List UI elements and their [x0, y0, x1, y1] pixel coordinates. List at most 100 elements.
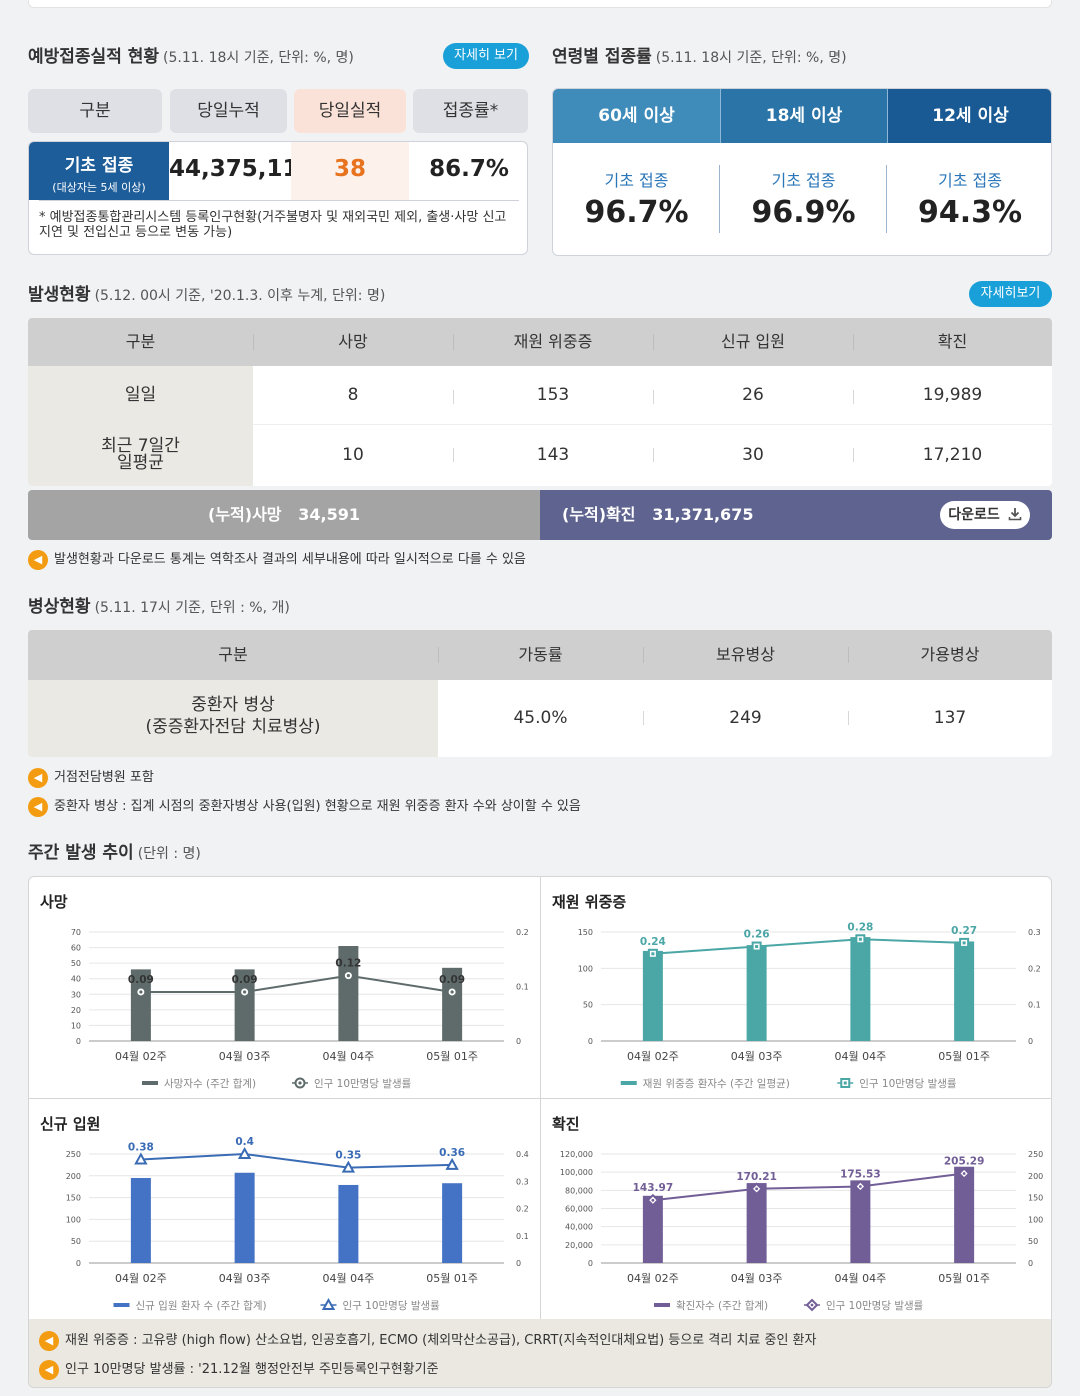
occurrence-header-death: 사망: [338, 332, 368, 351]
age-header-60: 60세 이상: [553, 89, 720, 143]
age-divider: [886, 165, 887, 233]
chart-data-label: 0.24: [640, 936, 666, 948]
chart-data-label: 0.09: [128, 974, 154, 986]
weekly-note-2: ◀ 인구 10만명당 발생률 : '21.12월 행정안전부 주민등록인구현황기준: [39, 1358, 439, 1380]
chart-death: 0 10 20 30 40 50 60 70 0 0.1 0.2 04월 02주 04월 03주 04월 …: [71, 928, 529, 1090]
chart-x-tick-label: 05월 01주: [938, 1272, 990, 1285]
age-rate-box: 60세 이상 18세 이상 12세 이상 기초 접종 96.7% 기초 접종 9…: [552, 88, 1052, 256]
legend-bar-swatch: [620, 1081, 637, 1085]
vaccination-header-cumulative: 당일누적: [170, 89, 287, 133]
beds-operation-rate: 45.0%: [513, 708, 568, 728]
header-divider: [853, 334, 854, 350]
beds-available: 137: [933, 708, 967, 728]
chart-bar: [746, 945, 767, 1041]
chart-y2-tick-label: 0.3: [1028, 928, 1041, 937]
chart-point: [321, 1297, 336, 1310]
chart-y2-tick-label: 0.2: [516, 928, 529, 937]
chart-y-tick-label: 100,000: [560, 1168, 593, 1177]
cell-divider: [848, 711, 849, 725]
occurrence-row-label-daily: 일일: [124, 385, 157, 405]
chart-y-tick-label: 40: [71, 975, 81, 984]
vaccination-header-rate: 접종률*: [413, 89, 528, 133]
chart-y2-tick-label: 0.2: [1028, 964, 1041, 973]
chart-panel-critical: 재원 위중증 0 50 100 150 0 0.1 0.2 0.3 04월 02주 04월 03주…: [541, 877, 1051, 1097]
chart-y-tick-label: 120,000: [560, 1150, 593, 1159]
beds-table: 구분 가동률 보유병상 가용병상 중환자 병상 (중증환자전담 치료병상) 45…: [28, 630, 1052, 757]
header-divider: [438, 647, 439, 663]
beds-header-operation-rate: 가동률: [518, 645, 563, 664]
chart-x-tick-label: 04월 03주: [731, 1050, 783, 1063]
chart-y-tick-label: 100: [578, 964, 593, 973]
legend-line-label: 인구 10만명당 발생률: [314, 1078, 412, 1090]
chart-y-tick-label: 150: [66, 1194, 81, 1203]
beds-note-1: ◀ 거점전담병원 포함: [28, 766, 154, 788]
age-header-18: 18세 이상: [720, 89, 887, 143]
download-icon: [1008, 508, 1022, 521]
daily-critical: 153: [536, 385, 570, 405]
weekly-title: 주간 발생 추이 (단위 : 명): [28, 838, 201, 863]
vaccination-detail-button[interactable]: 자세히 보기: [443, 43, 529, 69]
legend-bar-label: 신규 입원 환자 수 (주간 합계): [136, 1299, 267, 1312]
chart-y2-tick-label: 0: [1028, 1037, 1033, 1046]
occurrence-title: 발생현황 (5.12. 00시 기준, '20.1.3. 이후 누계, 단위: 명…: [28, 280, 385, 305]
chart-point-dot: [243, 990, 247, 994]
chart-y-tick-label: 50: [583, 1001, 593, 1010]
occurrence-table-header: 구분 사망 재원 위중증 신규 입원 확진: [28, 318, 1052, 366]
header-divider: [453, 334, 454, 350]
chart-bar: [746, 1183, 767, 1263]
vaccination-cumulative: 44,375,119: [169, 156, 315, 182]
chart-data-label: 0.26: [744, 929, 770, 941]
header-divider: [653, 334, 654, 350]
vaccination-note: * 예방접종통합관리시스템 등록인구현황(거주불명자 및 재외국민 제외, 출생…: [39, 210, 507, 240]
occurrence-subtitle: (5.12. 00시 기준, '20.1.3. 이후 누계, 단위: 명): [94, 288, 386, 304]
chart-y2-tick-label: 0.1: [1028, 1001, 1041, 1010]
chart-bar: [850, 1180, 871, 1263]
chart-y2-tick-label: 150: [1028, 1194, 1043, 1203]
vaccination-header-category: 구분: [28, 89, 162, 133]
chart-data-label: 175.53: [840, 1168, 881, 1180]
daily-death: 8: [347, 385, 359, 405]
chart-point-dot: [858, 1185, 862, 1188]
download-button[interactable]: 다운로드: [940, 501, 1030, 529]
header-divider: [848, 647, 849, 663]
occurrence-table: 구분 사망 재원 위중증 신규 입원 확진 일일 최근 7일간 일평균 8 15…: [28, 318, 1052, 486]
weekly-note-2-text: 인구 10만명당 발생률 : '21.12월 행정안전부 주민등록인구현황기준: [65, 1362, 439, 1377]
legend-bar-swatch: [654, 1303, 670, 1307]
age-rate-title-text: 연령별 접종률: [552, 47, 652, 67]
chart-point-dot: [298, 1081, 302, 1085]
row-divider: [253, 424, 1052, 425]
chart-point-dot: [139, 990, 143, 994]
weekly-title-text: 주간 발생 추이: [28, 843, 134, 863]
weekly-avg-death: 10: [342, 445, 364, 465]
chart-data-label: 0.09: [232, 974, 258, 986]
download-label: 다운로드: [948, 507, 1000, 523]
top-strip: [28, 0, 1052, 8]
beds-title-text: 병상현황: [28, 597, 91, 617]
chart-y-tick-label: 40,000: [565, 1223, 593, 1232]
vaccination-divider: [39, 200, 519, 201]
occurrence-header-critical: 재원 위중증: [513, 332, 593, 351]
occurrence-detail-button[interactable]: 자세히보기: [969, 281, 1052, 307]
chart-point-dot: [843, 1081, 847, 1085]
chart-y-tick-label: 0: [76, 1037, 81, 1046]
beds-row-label-sub: (중증환자전담 치료병상): [145, 717, 321, 737]
chart-panel-admission: 신규 입원 0 50 100 150 200 250 0 0.1 0.2 0.3 0.4 04월 02…: [29, 1099, 540, 1319]
chart-y-tick-label: 60: [71, 944, 81, 953]
weekly-avg-critical: 143: [536, 445, 570, 465]
occurrence-header-category: 구분: [125, 332, 156, 351]
cumulative-confirmed-label: (누적)확진: [562, 505, 636, 524]
header-divider: [643, 647, 644, 663]
chart-data-label: 0.36: [439, 1147, 465, 1159]
chart-y-tick-label: 250: [66, 1150, 81, 1159]
age-rate-title: 연령별 접종률 (5.11. 18시 기준, 단위: %, 명): [552, 42, 847, 67]
chart-y2-tick-label: 50: [1028, 1237, 1038, 1246]
age-label-12: 기초 접종: [938, 171, 1002, 190]
chart-legend: 사망자수 (주간 합계) 인구 10만명당 발생률: [142, 1077, 412, 1090]
chart-y-tick-label: 150: [578, 928, 593, 937]
cell-divider: [453, 448, 454, 462]
vaccination-subtitle: (5.11. 18시 기준, 단위: %, 명): [163, 50, 354, 66]
chart-x-tick-label: 04월 03주: [731, 1272, 783, 1285]
chart-data-label: 0.27: [951, 925, 977, 937]
chart-x-tick-label: 05월 01주: [938, 1050, 990, 1063]
chart-bar: [954, 1166, 975, 1263]
